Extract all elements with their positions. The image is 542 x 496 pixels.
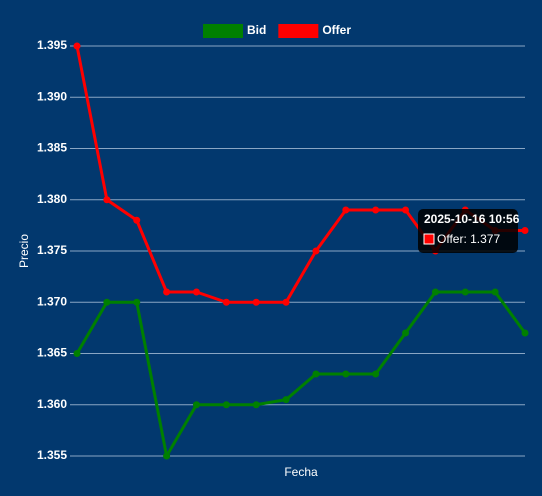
legend-label: Bid bbox=[247, 23, 266, 37]
data-point bbox=[342, 370, 350, 378]
data-point bbox=[252, 298, 260, 306]
data-point bbox=[73, 350, 81, 357]
data-point bbox=[103, 298, 111, 306]
data-point bbox=[402, 329, 410, 337]
data-point bbox=[312, 247, 320, 255]
series-line bbox=[75, 290, 527, 458]
data-point bbox=[192, 401, 200, 409]
data-point bbox=[521, 227, 529, 234]
legend-swatch bbox=[278, 24, 319, 38]
data-point bbox=[431, 288, 439, 296]
data-point bbox=[491, 288, 499, 296]
y-tick-label: 1.390 bbox=[37, 89, 67, 103]
data-point bbox=[163, 288, 171, 296]
tooltip: 2025-10-16 10:56 Offer: 1.377 bbox=[418, 209, 520, 253]
data-point bbox=[372, 370, 380, 378]
data-point bbox=[342, 206, 350, 214]
y-axis-label: Precio bbox=[17, 234, 31, 268]
tooltip-label: Offer: 1.377 bbox=[437, 232, 500, 246]
y-tick-label: 1.380 bbox=[37, 192, 67, 206]
y-tick-label: 1.385 bbox=[37, 141, 67, 155]
data-point bbox=[103, 196, 111, 204]
data-point bbox=[461, 288, 469, 296]
data-point bbox=[133, 298, 141, 306]
data-point bbox=[282, 396, 290, 404]
data-point bbox=[521, 329, 529, 337]
x-axis-label: Fecha bbox=[284, 465, 318, 479]
y-tick-label: 1.355 bbox=[37, 448, 67, 462]
data-point bbox=[163, 452, 171, 460]
data-point bbox=[312, 370, 320, 378]
y-tick-label: 1.395 bbox=[37, 38, 67, 52]
legend-label: Offer bbox=[322, 23, 351, 37]
data-point bbox=[372, 206, 380, 214]
legend-swatch bbox=[203, 24, 243, 38]
data-point bbox=[282, 298, 290, 306]
tooltip-box bbox=[418, 209, 518, 253]
y-tick-label: 1.375 bbox=[37, 243, 67, 257]
data-point bbox=[222, 401, 230, 409]
data-point bbox=[222, 298, 230, 306]
data-point bbox=[192, 288, 200, 296]
data-point bbox=[73, 42, 81, 50]
y-tick-label: 1.370 bbox=[37, 294, 67, 308]
tooltip-title: 2025-10-16 10:56 bbox=[424, 212, 520, 226]
data-point bbox=[133, 216, 141, 224]
y-tick-label: 1.365 bbox=[37, 346, 67, 360]
y-tick-label: 1.360 bbox=[37, 397, 67, 411]
data-point bbox=[252, 401, 260, 409]
data-point bbox=[402, 206, 410, 214]
tooltip-swatch bbox=[423, 233, 435, 245]
